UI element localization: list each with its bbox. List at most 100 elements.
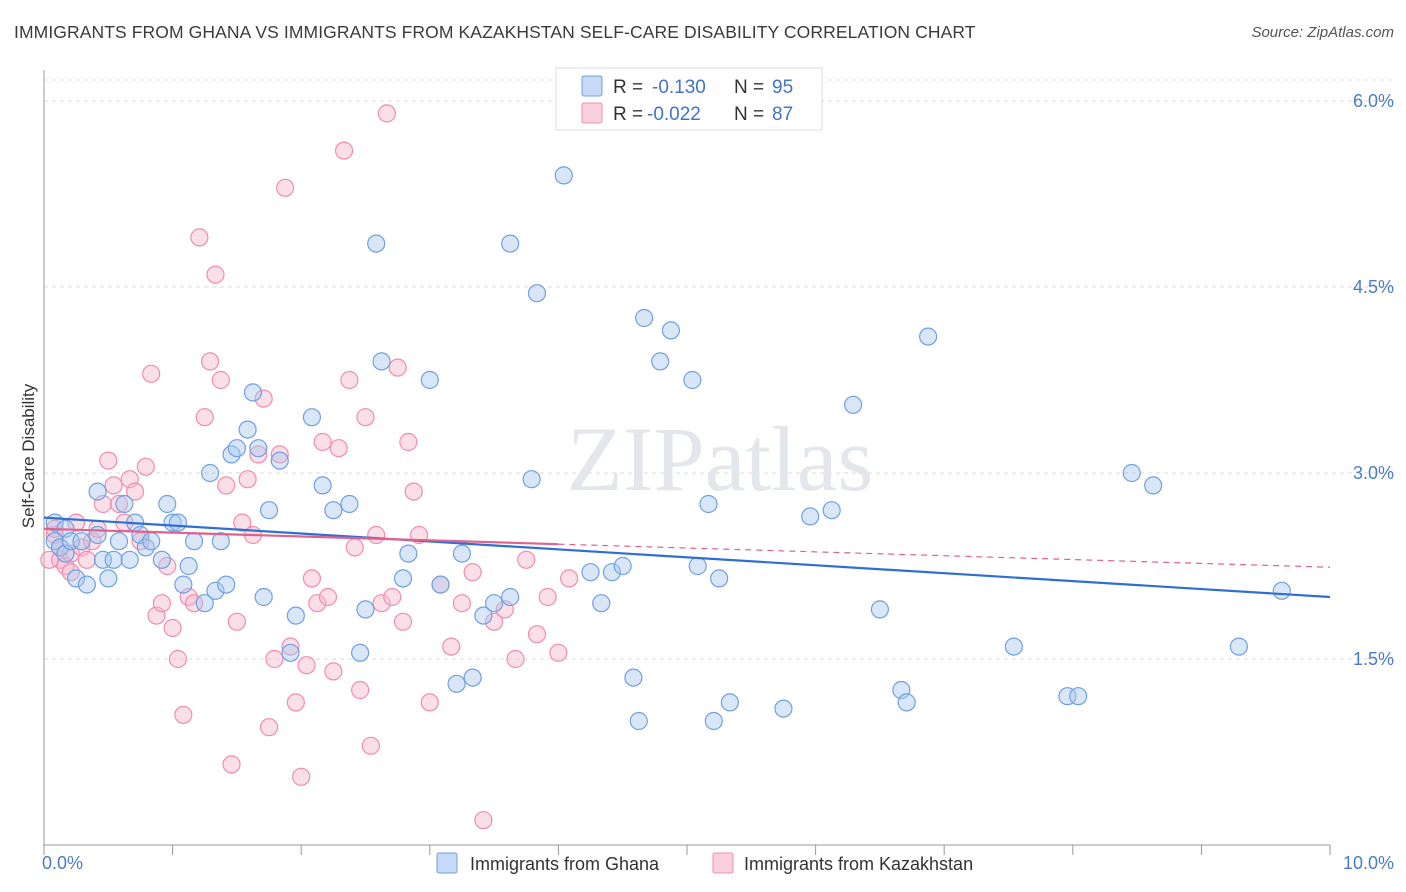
ghana-point [109, 532, 129, 551]
y-tick-labels: 1.5% 3.0% 4.5% 6.0% [1353, 91, 1394, 669]
ghana-point [710, 569, 729, 588]
y-tick-label: 3.0% [1353, 463, 1394, 483]
ghana-point [158, 494, 177, 514]
trend-lines [43, 516, 1331, 599]
kazakhstan-point [377, 104, 397, 123]
ghana-point [801, 507, 820, 526]
ghana-point [72, 532, 91, 551]
ghana-n-label: N = [734, 77, 764, 98]
ghana-point [195, 594, 214, 613]
kazakhstan-point [297, 656, 316, 675]
kazakhstan-r-label: R = [613, 104, 643, 125]
kazakhstan-point [393, 612, 413, 631]
ghana-point [501, 234, 520, 253]
kazakhstan-trend-extension [558, 543, 1331, 568]
series-legend: Immigrants from Ghana Immigrants from Ka… [436, 852, 973, 874]
kazakhstan-point [308, 594, 327, 613]
ghana-point [270, 451, 289, 470]
ghana-point [238, 420, 257, 439]
kazakhstan-point [40, 550, 59, 569]
kazakhstan-point [517, 550, 536, 569]
ghana-point [1122, 463, 1141, 483]
ghana-series-swatch [436, 852, 458, 874]
kazakhstan-point [104, 476, 123, 495]
ghana-point [61, 532, 80, 551]
kazakhstan-point [549, 643, 568, 662]
ghana-point [474, 606, 493, 625]
y-axis-label: Self-Care Disability [19, 383, 38, 528]
ghana-point [581, 563, 600, 582]
ghana-point [774, 699, 793, 718]
kazakhstan-point [276, 178, 295, 197]
ghana-point [259, 501, 279, 520]
ghana-point [501, 587, 520, 607]
ghana-point [629, 711, 648, 731]
kazakhstan-point [238, 470, 257, 489]
ghana-point [1272, 581, 1291, 600]
ghana-point [1229, 637, 1249, 656]
ghana-point [635, 308, 654, 328]
ghana-point [720, 693, 739, 712]
chart-title: IMMIGRANTS FROM GHANA VS IMMIGRANTS FROM… [14, 22, 976, 42]
ghana-point [302, 408, 322, 427]
kazakhstan-point [233, 513, 252, 532]
kazakhstan-point [302, 569, 322, 588]
svg-text:R =: R = [613, 77, 643, 98]
kazakhstan-point [485, 612, 504, 631]
kazakhstan-point [125, 482, 145, 501]
ghana-r-value: -0.130 [652, 77, 706, 98]
kazakhstan-point [217, 476, 236, 495]
axes [43, 70, 1331, 855]
ghana-point [699, 494, 718, 514]
kazakhstan-point [222, 755, 241, 774]
kazakhstan-point [388, 358, 407, 377]
ghana-point [822, 501, 841, 520]
ghana-point [485, 594, 504, 613]
kazakhstan-r-value: -0.022 [647, 104, 701, 125]
ghana-point [227, 439, 246, 458]
kazakhstan-point [190, 228, 209, 247]
kazakhstan-point [174, 705, 193, 724]
kazakhstan-point [399, 432, 418, 452]
kazakhstan-points [40, 104, 579, 830]
ghana-point [1058, 687, 1077, 706]
kazakhstan-point [136, 457, 155, 476]
kazakhstan-point [211, 370, 230, 390]
kazakhstan-point [329, 439, 348, 458]
ghana-point [168, 513, 188, 532]
kazakhstan-point [383, 587, 402, 607]
ghana-point [324, 501, 343, 520]
ghana-point [554, 166, 573, 185]
kazakhstan-point [61, 544, 80, 563]
kazakhstan-point [527, 625, 547, 644]
kazakhstan-point [254, 389, 273, 408]
kazakhstan-point [77, 550, 96, 569]
kazakhstan-trend-line [43, 527, 559, 546]
kazakhstan-point [163, 618, 182, 638]
kazakhstan-point [538, 587, 557, 607]
ghana-trend-line [43, 516, 1331, 599]
kazakhstan-point [265, 649, 284, 669]
kazakhstan-point [367, 525, 386, 545]
ghana-point [431, 575, 450, 594]
ghana-point [522, 470, 541, 489]
ghana-point [120, 550, 139, 569]
ghana-point [88, 482, 107, 501]
ghana-point [683, 370, 702, 390]
kazakhstan-point [318, 587, 338, 607]
ghana-point [243, 383, 263, 402]
ghana-point [592, 594, 611, 613]
kazakhstan-point [474, 811, 493, 830]
kazakhstan-point [259, 718, 279, 737]
watermark: ZIPatlas [567, 408, 874, 510]
kazakhstan-n-value: 87 [772, 104, 793, 125]
kazakhstan-point [404, 482, 423, 501]
kazakhstan-point [168, 649, 188, 669]
ghana-point [351, 643, 370, 662]
kazakhstan-point [292, 767, 311, 786]
ghana-r-label: R = [613, 77, 643, 98]
ghana-point [1144, 476, 1163, 495]
ghana-point [179, 556, 198, 576]
ghana-point [142, 532, 161, 551]
